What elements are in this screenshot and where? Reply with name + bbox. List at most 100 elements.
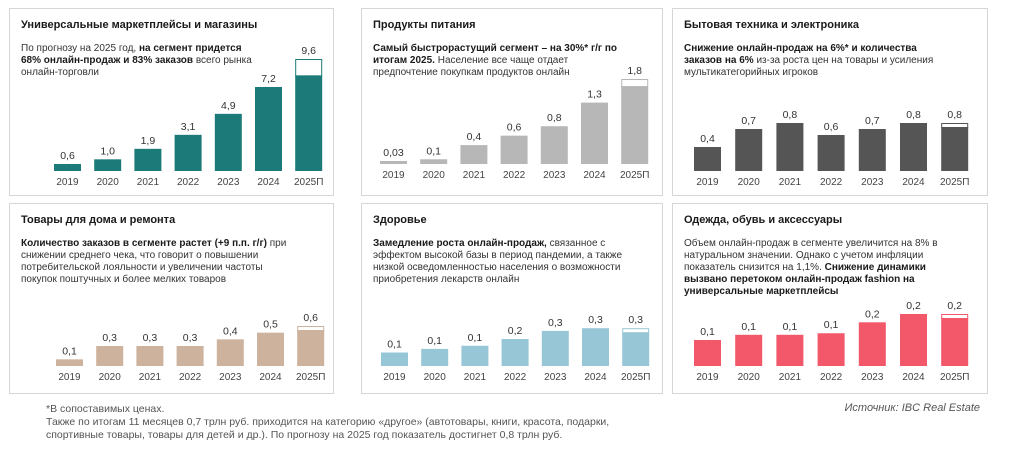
panel-title: Товары для дома и ремонта (21, 214, 176, 226)
data-label: 0,3 (183, 332, 198, 344)
data-label: 0,6 (824, 121, 839, 133)
tick-label: 2025П (296, 372, 325, 383)
tick-label: 2022 (177, 177, 200, 188)
description-part: Объем онлайн-продаж в сегменте увеличитс… (684, 238, 938, 273)
bar-2023 (216, 339, 244, 366)
tick-label: 2019 (696, 372, 719, 383)
tick-label: 2023 (217, 177, 240, 188)
tick-label: 2022 (503, 170, 526, 181)
data-label: 0,7 (741, 115, 756, 127)
panel-title: Бытовая техника и электроника (684, 19, 859, 31)
bar-2021 (461, 345, 489, 366)
bar-2023 (214, 113, 242, 171)
description-part: По прогнозу на 2025 год, (21, 43, 139, 54)
tick-label: 2020 (738, 177, 761, 188)
data-label: 0,1 (426, 145, 441, 157)
data-label: 0,3 (548, 317, 563, 329)
description-part: Снижение онлайн-продаж на 6%* и количест… (684, 43, 917, 66)
bar-2021 (776, 123, 804, 171)
bar-2024 (900, 123, 927, 171)
tick-label: 2020 (99, 372, 122, 383)
bar-2025П (621, 86, 649, 164)
bar-2025П (941, 318, 969, 366)
data-label: 0,4 (467, 131, 482, 143)
data-label: 9,6 (301, 45, 316, 57)
bar-2024 (581, 102, 608, 164)
bar-forecast-segment (941, 123, 969, 128)
bar-chart: 0,4 2019 0,7 2020 0,8 2021 0,6 2022 0,7 2023 0,8 20… (694, 109, 969, 188)
tick-label: 2024 (583, 170, 606, 181)
data-label: 0,6 (507, 122, 522, 134)
panel-description: Самый быстрорастущий сегмент – на 30%* г… (373, 43, 621, 79)
description-part: из-за роста цен на товары и усиления мул… (684, 55, 934, 78)
bar-2022 (817, 135, 845, 171)
data-label: 7,2 (261, 73, 276, 85)
data-label: 0,2 (947, 300, 962, 312)
tick-label: 2021 (779, 372, 802, 383)
data-label: 0,6 (303, 312, 318, 324)
panel-marketplaces: Универсальные маркетплейсы и магазины По… (9, 8, 334, 196)
tick-label: 2019 (58, 372, 81, 383)
tick-label: 2019 (56, 177, 79, 188)
data-label: 4,9 (221, 100, 236, 112)
panel-fashion: Одежда, обувь и аксессуары Объем онлайн-… (672, 203, 988, 394)
data-label: 0,1 (824, 319, 839, 331)
tick-label: 2023 (543, 170, 566, 181)
bar-forecast-segment (622, 328, 650, 334)
panel-description: Снижение онлайн-продаж на 6%* и количест… (684, 43, 944, 79)
bar-2024 (255, 87, 282, 171)
tick-label: 2020 (424, 372, 447, 383)
tick-label: 2020 (738, 372, 761, 383)
panel-health: Здоровье Замедление роста онлайн-продаж,… (361, 203, 663, 394)
data-label: 0,4 (223, 325, 238, 337)
bar-2020 (421, 348, 449, 366)
bar-2020 (94, 159, 122, 171)
data-label: 0,3 (588, 314, 603, 326)
bar-forecast-segment (621, 79, 649, 88)
bar-2022 (501, 339, 529, 366)
tick-label: 2024 (902, 177, 925, 188)
data-label: 0,1 (62, 345, 77, 357)
bar-2024 (900, 314, 927, 366)
bar-2022 (500, 135, 528, 164)
tick-label: 2021 (463, 170, 486, 181)
bar-2019 (380, 161, 407, 164)
footnote-line-1: *В сопоставимых ценах. (46, 403, 165, 415)
tick-label: 2024 (902, 372, 925, 383)
tick-label: 2023 (861, 372, 884, 383)
bar-2022 (174, 134, 202, 171)
description-part: при снижении среднего чека, что говорит … (21, 238, 287, 285)
bar-2021 (134, 148, 162, 171)
tick-label: 2022 (820, 177, 843, 188)
bar-chart: 0,1 2019 0,1 2020 0,1 2021 0,2 2022 0,3 2023 0,3 20… (381, 314, 650, 383)
bar-2020 (735, 334, 763, 366)
panel-description: Количество заказов в сегменте растет (+9… (21, 238, 291, 286)
tick-label: 2022 (179, 372, 202, 383)
bar-2022 (176, 346, 204, 366)
data-label: 0,5 (263, 319, 278, 331)
tick-label: 2019 (382, 170, 405, 181)
tick-label: 2019 (383, 372, 406, 383)
bar-2022 (817, 333, 845, 366)
data-label: 1,8 (627, 65, 642, 77)
bar-2020 (735, 129, 763, 171)
bar-2023 (858, 129, 886, 171)
bar-2025П (622, 332, 650, 366)
data-label: 0,1 (427, 335, 442, 347)
source-note: Источник: IBC Real Estate (844, 402, 980, 414)
bar-2021 (460, 145, 488, 164)
footnote-line-3: спортивные товары, товары для детей и др… (46, 429, 563, 441)
data-label: 0,2 (906, 300, 921, 312)
data-label: 0,1 (700, 326, 715, 338)
data-label: 0,6 (60, 150, 75, 162)
data-label: 0,7 (865, 115, 880, 127)
bar-2023 (541, 330, 569, 366)
bar-2024 (257, 332, 284, 366)
footnote-line-2: Также по итогам 11 месяцев 0,7 трлн руб.… (46, 416, 610, 428)
description-part: связанное с эффектом высокой базы в пери… (373, 238, 623, 285)
bar-2019 (54, 164, 81, 171)
bar-chart: 0,03 2019 0,1 2020 0,4 2021 0,6 2022 0,8 2023 1,3 2… (380, 65, 649, 181)
panel-home: Товары для дома и ремонта Количество зак… (9, 203, 334, 394)
data-label: 0,1 (468, 332, 483, 344)
tick-label: 2021 (139, 372, 162, 383)
